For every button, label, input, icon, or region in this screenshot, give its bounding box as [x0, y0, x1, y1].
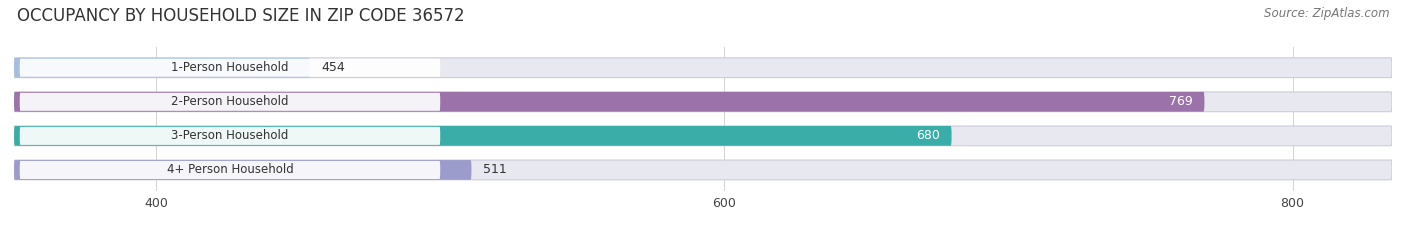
FancyBboxPatch shape	[20, 59, 440, 77]
Text: 3-Person Household: 3-Person Household	[172, 129, 288, 142]
FancyBboxPatch shape	[14, 126, 952, 146]
FancyBboxPatch shape	[14, 92, 1205, 112]
Text: OCCUPANCY BY HOUSEHOLD SIZE IN ZIP CODE 36572: OCCUPANCY BY HOUSEHOLD SIZE IN ZIP CODE …	[17, 7, 464, 25]
Text: 454: 454	[321, 61, 344, 74]
FancyBboxPatch shape	[14, 160, 471, 180]
FancyBboxPatch shape	[20, 161, 440, 179]
FancyBboxPatch shape	[20, 127, 440, 145]
FancyBboxPatch shape	[14, 160, 1392, 180]
Text: 769: 769	[1170, 95, 1194, 108]
FancyBboxPatch shape	[14, 126, 1392, 146]
Text: 2-Person Household: 2-Person Household	[172, 95, 288, 108]
FancyBboxPatch shape	[14, 58, 309, 78]
Text: Source: ZipAtlas.com: Source: ZipAtlas.com	[1264, 7, 1389, 20]
FancyBboxPatch shape	[20, 93, 440, 111]
Text: 1-Person Household: 1-Person Household	[172, 61, 288, 74]
Text: 4+ Person Household: 4+ Person Household	[166, 163, 294, 176]
FancyBboxPatch shape	[14, 58, 1392, 78]
FancyBboxPatch shape	[14, 92, 1392, 112]
Text: 511: 511	[482, 163, 506, 176]
Text: 680: 680	[917, 129, 941, 142]
